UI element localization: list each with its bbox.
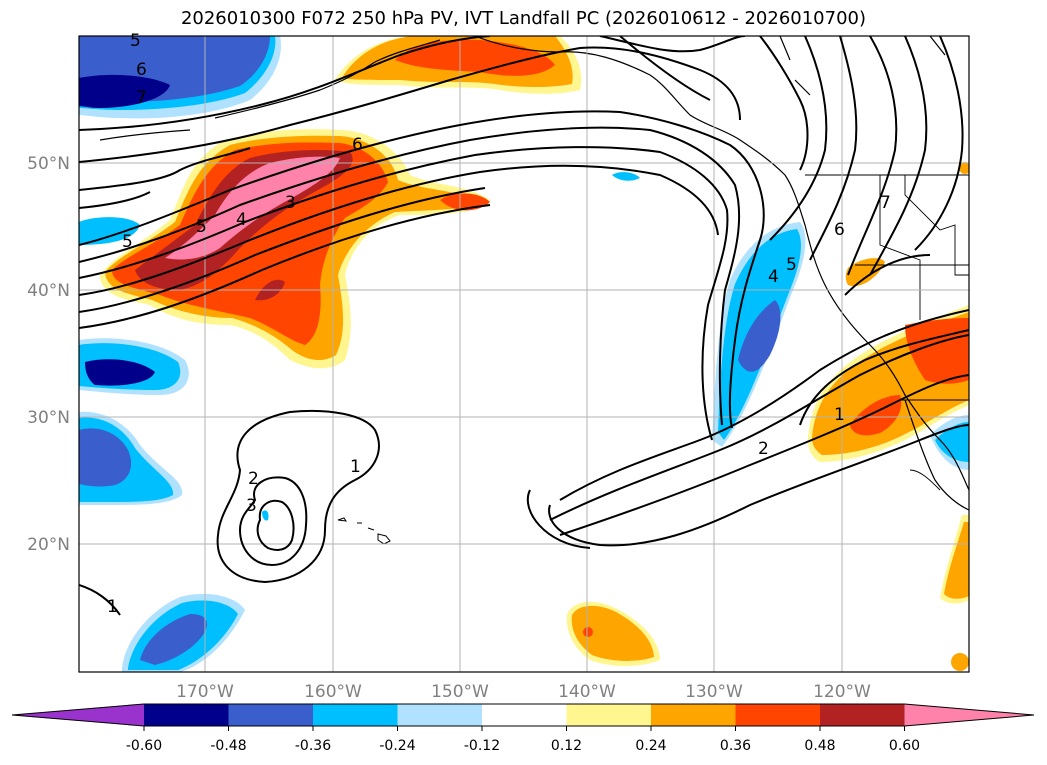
colorbar-segment [228, 704, 314, 726]
colorbar-segment [313, 704, 398, 726]
contour-label: 3 [246, 496, 257, 516]
lon-label: 170°W [176, 682, 234, 702]
figure-title: 2026010300 F072 250 hPa PV, IVT Landfall… [180, 8, 867, 29]
colorbar-tick-label: -0.60 [126, 738, 162, 754]
contour-label: 1 [834, 405, 845, 425]
coastlines [99, 36, 969, 511]
lon-label: 150°W [431, 682, 489, 702]
colorbar-segment [566, 704, 652, 726]
colorbar-tick-label: 0.24 [635, 738, 666, 754]
contour-label: 3 [285, 193, 296, 213]
colorbar-tick-label: -0.12 [464, 738, 500, 754]
latitude-labels: 50°N 40°N 30°N 20°N [27, 154, 70, 555]
lon-label: 140°W [558, 682, 616, 702]
colorbar-tick-label: 0.36 [720, 738, 751, 754]
contour-label: 5 [196, 217, 207, 237]
colorbar-extend-low [12, 704, 144, 726]
contour-label: 5 [122, 232, 133, 252]
lon-label: 160°W [304, 682, 362, 702]
colorbar: -0.60 -0.48 -0.36 -0.24 -0.12 0.12 0.24 0.36 0.4… [11, 703, 1035, 754]
lon-label: 130°W [685, 682, 743, 702]
colorbar-segment [397, 704, 483, 726]
contour-label: 6 [136, 60, 147, 80]
lat-label: 40°N [27, 281, 70, 301]
map-border [78, 35, 970, 673]
colorbar-segment [651, 704, 736, 726]
contour-label: 6 [834, 220, 845, 240]
contour-label: 5 [786, 255, 797, 275]
colorbar-segment [482, 704, 567, 726]
contour-label: 2 [248, 469, 259, 489]
contour-label: 1 [350, 457, 361, 477]
contour-label: 7 [880, 193, 891, 213]
lat-label: 50°N [27, 154, 70, 174]
contour-labels: 5 6 7 6 5 4 3 5 2 3 1 1 4 5 6 7 1 2 [107, 31, 891, 617]
contour-label: 6 [352, 135, 363, 155]
longitude-labels: 170°W 160°W 150°W 140°W 130°W 120°W [176, 682, 871, 702]
colorbar-tick-label: 0.48 [804, 738, 835, 754]
colorbar-tick-label: -0.36 [295, 738, 331, 754]
colorbar-tick-label: 0.60 [889, 738, 920, 754]
lat-label: 30°N [27, 408, 70, 428]
negative-anomaly-shading [79, 36, 969, 672]
contour-label: 5 [130, 31, 141, 51]
contour-label: 2 [758, 439, 769, 459]
colorbar-extend-high [904, 704, 1034, 726]
colorbar-segment [735, 704, 821, 726]
contour-label: 7 [136, 88, 147, 108]
colorbar-tick-label: -0.48 [210, 738, 246, 754]
lat-label: 20°N [27, 535, 70, 555]
colorbar-segment [144, 704, 229, 726]
colorbar-tick-label: 0.12 [551, 738, 582, 754]
colorbar-tick-label: -0.24 [379, 738, 415, 754]
contour-label: 4 [236, 210, 247, 230]
positive-anomaly-shading [100, 36, 969, 671]
lon-label: 120°W [813, 682, 871, 702]
contour-label: 1 [107, 597, 118, 617]
hawaii-islands [337, 517, 391, 545]
contour-label: 4 [768, 267, 779, 287]
colorbar-segment [820, 704, 905, 726]
pv-contours [79, 36, 969, 616]
